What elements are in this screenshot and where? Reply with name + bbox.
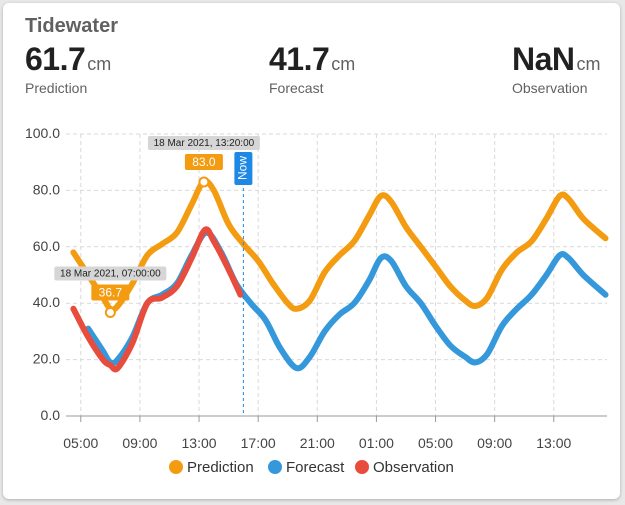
x-tick-label: 13:00: [182, 435, 217, 451]
annotation-tooltip-label: 18 Mar 2021, 13:20:00: [154, 138, 255, 149]
annotation-tooltip-label: 18 Mar 2021, 07:00:00: [60, 269, 161, 280]
metric-observation-label: Observation: [512, 80, 588, 96]
x-tick-label: 09:00: [477, 435, 512, 451]
metric-forecast-label: Forecast: [269, 80, 324, 96]
series-line-prediction[interactable]: [70, 178, 609, 313]
y-tick-label: 80.0: [33, 181, 60, 197]
metric-observation-unit: cm: [576, 54, 601, 74]
legend-marker-forecast: [268, 460, 282, 474]
metric-prediction-label: Prediction: [25, 80, 88, 96]
y-tick-label: 40.0: [33, 294, 60, 310]
x-tick-label: 01:00: [359, 435, 394, 451]
metric-prediction-value: 61.7: [25, 41, 86, 77]
annotation-point[interactable]: [104, 307, 116, 319]
card-title: Tidewater: [25, 15, 118, 37]
x-tick-label: 09:00: [122, 435, 157, 451]
y-tick-label: 0.0: [41, 407, 61, 423]
metric-prediction[interactable]: 61.7 cm Prediction: [25, 41, 111, 96]
metric-forecast[interactable]: 41.7 cm Forecast: [269, 41, 355, 96]
x-tick-label: 13:00: [536, 435, 571, 451]
annotation-tooltip-box: [147, 135, 260, 150]
x-tick-label: 21:00: [300, 435, 335, 451]
y-tick-label: 20.0: [33, 351, 60, 367]
annotation-value: 83.0: [192, 155, 216, 169]
metric-prediction-unit: cm: [87, 54, 112, 74]
series-line-forecast[interactable]: [85, 229, 609, 372]
now-badge: [234, 152, 253, 185]
now-label: Now: [236, 156, 250, 180]
annotation-value-badge: [91, 284, 130, 301]
legend-label-prediction[interactable]: Prediction: [187, 459, 254, 476]
legend-marker-prediction: [169, 460, 183, 474]
annotation-value-badge: [184, 153, 223, 170]
metric-forecast-unit: cm: [331, 54, 356, 74]
y-tick-label: 100.0: [25, 125, 60, 141]
metric-observation[interactable]: NaN cm Observation: [512, 41, 601, 96]
annotation-tooltip-box: [54, 266, 167, 281]
x-tick-label: 05:00: [418, 435, 453, 451]
series-line-observation[interactable]: [70, 226, 244, 373]
x-tick-label: 17:00: [241, 435, 276, 451]
metric-observation-value: NaN: [512, 41, 575, 77]
annotation-value: 36.7: [99, 286, 123, 300]
y-tick-label: 60.0: [33, 238, 60, 254]
x-tick-label: 05:00: [63, 435, 98, 451]
legend-marker-observation: [355, 460, 369, 474]
annotation-point[interactable]: [198, 176, 210, 188]
legend-label-forecast[interactable]: Forecast: [286, 459, 345, 476]
metric-forecast-value: 41.7: [269, 41, 330, 77]
legend-label-observation[interactable]: Observation: [373, 459, 454, 476]
